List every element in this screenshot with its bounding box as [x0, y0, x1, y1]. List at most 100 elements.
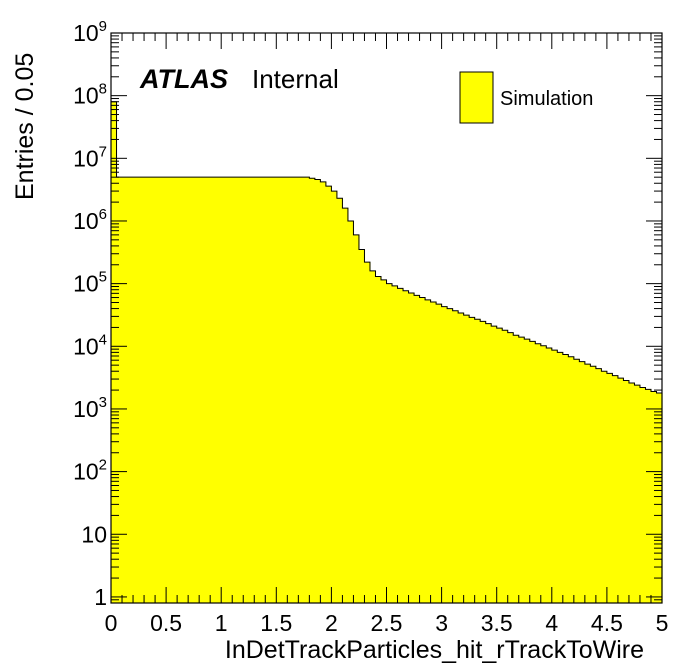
histogram-bin [248, 177, 255, 603]
histogram-bin [513, 335, 520, 603]
histogram-bin [298, 177, 305, 603]
histogram-bars [111, 101, 663, 604]
histogram-bin [584, 364, 591, 603]
atlas-label: ATLAS [139, 64, 228, 94]
histogram-bin [155, 177, 162, 603]
histogram-bin [182, 177, 189, 603]
histogram-bin [524, 339, 531, 603]
histogram-bin [353, 234, 360, 604]
histogram-bin [551, 350, 558, 603]
y-tick-label: 103 [73, 394, 107, 422]
histogram-bin [270, 177, 277, 603]
histogram-bin [392, 285, 399, 603]
histogram-bin [193, 177, 200, 603]
histogram-bin [452, 310, 459, 603]
histogram-bin [336, 198, 344, 603]
histogram-bin [469, 317, 476, 603]
histogram-bin [369, 270, 377, 603]
histogram-bin [237, 177, 244, 603]
y-tick-labels: 1 10 102 103 104 105 106 107 108 109 [73, 18, 107, 610]
histogram-bin [634, 385, 641, 603]
histogram-bin [149, 177, 156, 603]
histogram-bin [535, 343, 542, 603]
histogram-bin [281, 177, 288, 603]
histogram-bin [122, 177, 129, 603]
x-tick-label: 3.5 [481, 610, 513, 636]
histogram-bin [380, 279, 388, 603]
y-tick-label: 109 [73, 18, 107, 46]
histogram-bin [358, 249, 366, 603]
histogram-bin [171, 177, 178, 603]
y-tick-label: 1 [94, 584, 107, 610]
x-tick-label: 3 [435, 610, 448, 636]
histogram-bin [243, 177, 250, 603]
histogram-bin [590, 366, 597, 603]
histogram-bin [623, 380, 630, 603]
histogram-bin [562, 354, 569, 603]
histogram-bin [199, 177, 206, 603]
y-tick-label: 107 [73, 143, 107, 171]
histogram-bin [617, 378, 625, 603]
y-tick-label: 108 [73, 81, 107, 109]
histogram-bin [386, 283, 393, 603]
histogram-bin [215, 177, 222, 603]
histogram-bin [419, 297, 426, 603]
histogram-bin [276, 177, 283, 603]
histogram-bin [518, 337, 525, 603]
histogram-bin [540, 345, 547, 603]
histogram-bin [502, 330, 509, 603]
histogram-bin [254, 177, 261, 603]
histogram-bin [116, 177, 123, 603]
histogram-bin [496, 328, 503, 603]
histogram-bin [403, 290, 410, 603]
histogram-bin [133, 177, 140, 603]
histogram-bin [232, 177, 239, 603]
histogram-bin [144, 177, 151, 603]
histogram-outline [110, 101, 663, 603]
histogram-bin [127, 177, 134, 603]
y-axis-title: Entries / 0.05 [11, 53, 39, 200]
histogram-bin [458, 312, 465, 603]
histogram-bin [204, 177, 211, 603]
x-axis-title: InDetTrackParticles_hit_rTrackToWire [225, 636, 644, 664]
histogram-bin [259, 177, 266, 603]
histogram-bin [568, 356, 575, 603]
histogram-bin [645, 389, 652, 603]
legend-label-simulation: Simulation [500, 88, 593, 110]
y-tick-label: 104 [73, 331, 107, 359]
histogram-bin [474, 319, 481, 603]
histogram-bin [221, 177, 228, 603]
histogram-bin [507, 332, 514, 603]
histogram-bin [480, 321, 487, 603]
histogram-bin [430, 301, 437, 603]
histogram-bin [325, 186, 332, 603]
atlas-status-label: Internal [252, 64, 339, 94]
histogram-bin [414, 295, 421, 603]
histogram-bin [160, 177, 167, 603]
histogram-bin [546, 347, 553, 603]
histogram-bin [595, 368, 602, 603]
histogram-bin [650, 391, 658, 603]
histogram-bin [397, 288, 404, 603]
histogram-bin [579, 361, 586, 603]
x-tick-label: 1 [215, 610, 228, 636]
x-tick-labels: 0 0.5 1 1.5 2 2.5 3 3.5 4 4.5 5 [105, 610, 669, 636]
histogram-bin [177, 177, 184, 603]
histogram-bin [573, 359, 580, 603]
histogram-bin [529, 341, 536, 603]
x-tick-label: 1.5 [260, 610, 292, 636]
histogram-bin [557, 352, 564, 603]
histogram-bin [425, 299, 432, 603]
histogram-bin [309, 178, 316, 603]
histogram-bin [138, 177, 145, 603]
histogram-bin [441, 306, 448, 603]
histogram-bin [606, 373, 614, 603]
legend-swatch-simulation [459, 71, 494, 124]
x-tick-label: 5 [656, 610, 669, 636]
histogram-bin [656, 392, 663, 603]
histogram-bin [375, 276, 382, 603]
histogram-bin [292, 177, 299, 603]
x-tick-label: 0.5 [150, 610, 182, 636]
histogram-bin [188, 177, 195, 603]
